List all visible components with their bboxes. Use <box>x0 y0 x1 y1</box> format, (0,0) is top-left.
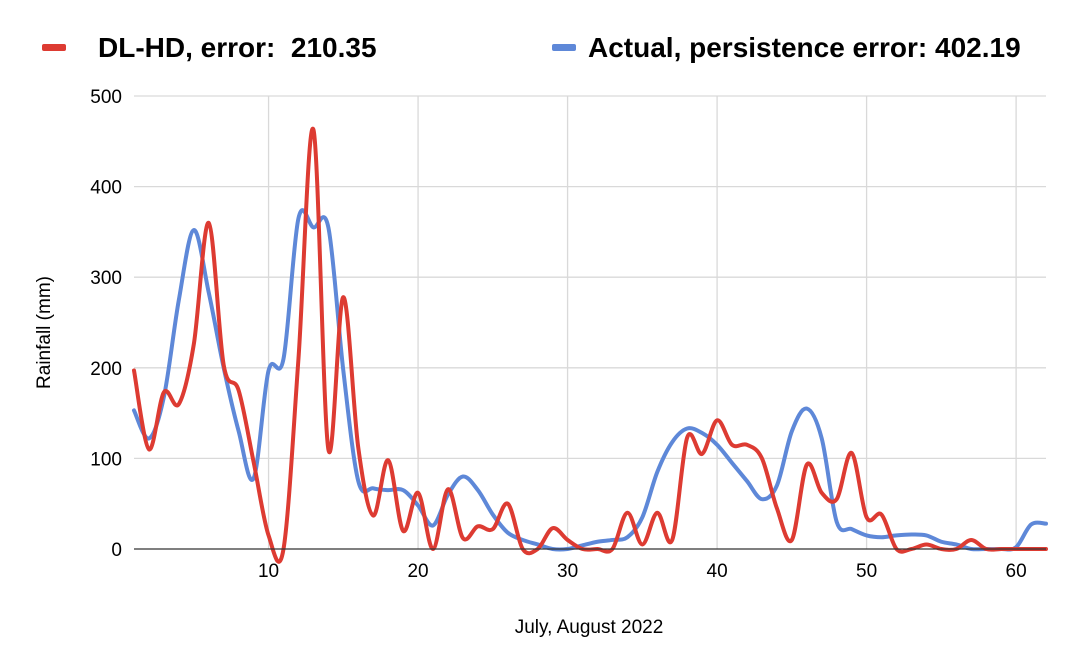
x-tick-label: 10 <box>258 561 279 582</box>
x-tick-label: 50 <box>856 561 877 582</box>
y-tick-label: 500 <box>90 87 122 108</box>
x-axis-title: July, August 2022 <box>515 617 664 638</box>
y-tick-label: 300 <box>90 268 122 289</box>
y-tick-label: 100 <box>90 449 122 470</box>
legend-label-actual: Actual, persistence error: 402.19 <box>588 32 1021 63</box>
y-tick-label: 400 <box>90 178 122 199</box>
series-line-actual <box>132 208 1048 552</box>
x-tick-label: 40 <box>707 561 728 582</box>
legend-marker-actual <box>552 44 576 51</box>
series-lines <box>132 126 1048 564</box>
y-tick-label: 200 <box>90 359 122 380</box>
x-axis-ticks: 10 20 30 40 50 60 <box>258 561 1027 582</box>
y-axis-ticks: 0 100 200 300 400 500 <box>90 87 122 561</box>
legend-label-dl-hd: DL-HD, error: 210.35 <box>98 32 377 63</box>
series-line-dl-hd <box>132 126 1048 564</box>
legend: DL-HD, error: 210.35 Actual, persistence … <box>42 32 1021 63</box>
y-tick-label: 0 <box>111 540 122 561</box>
legend-marker-dl-hd <box>42 44 66 51</box>
x-tick-label: 20 <box>407 561 428 582</box>
x-tick-label: 60 <box>1006 561 1027 582</box>
gridlines <box>134 95 1046 549</box>
x-tick-label: 30 <box>557 561 578 582</box>
y-axis-title: Rainfall (mm) <box>34 276 55 389</box>
